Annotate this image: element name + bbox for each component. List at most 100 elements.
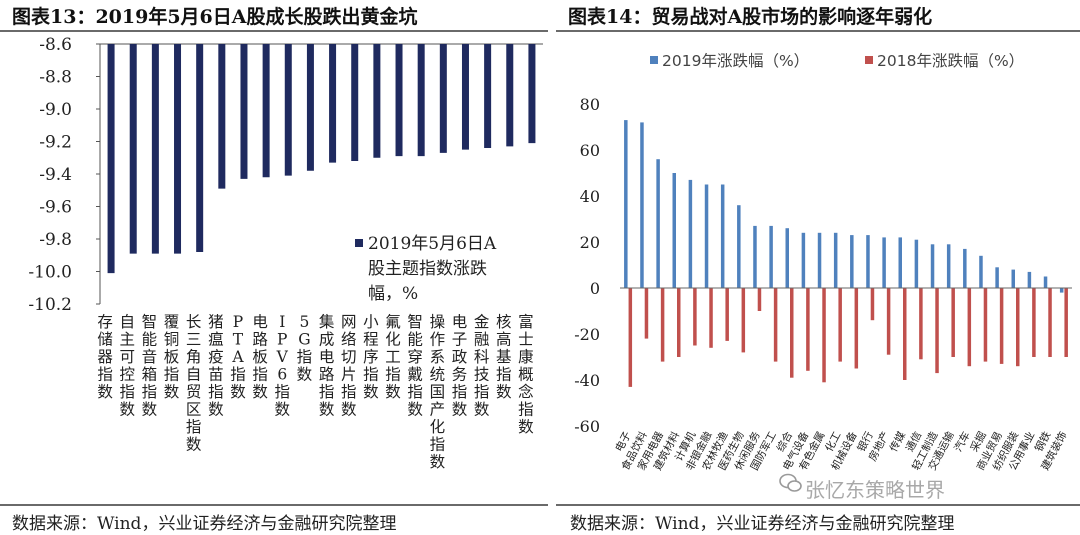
svg-text:铜: 铜 [164, 331, 180, 349]
svg-text:覆: 覆 [164, 313, 180, 331]
right-bar-2019 [1027, 271, 1032, 288]
right-y-tick-label: 40 [580, 187, 600, 206]
svg-text:角: 角 [186, 348, 202, 366]
svg-text:金: 金 [474, 313, 490, 331]
svg-text:自: 自 [119, 313, 135, 331]
right-source-note: 数据来源：Wind，兴业证券经济与金融研究院整理 [570, 514, 955, 534]
right-bar-2019 [914, 239, 919, 288]
svg-text:P: P [277, 331, 287, 349]
left-title-rule [0, 30, 548, 32]
right-bar-2018 [886, 288, 891, 355]
svg-text:化: 化 [385, 331, 401, 349]
left-y-tick-label: -9.6 [39, 198, 72, 218]
left-bar [395, 44, 403, 157]
svg-text:控: 控 [119, 366, 135, 384]
left-bar [151, 44, 159, 254]
wechat-icon [779, 473, 802, 492]
right-bar-2019 [995, 267, 999, 288]
svg-text:士: 士 [518, 331, 534, 349]
svg-text:概: 概 [518, 366, 534, 384]
svg-text:板: 板 [164, 348, 180, 366]
right-bar-2019 [1059, 288, 1064, 293]
svg-text:基: 基 [496, 348, 512, 366]
right-bar-2018 [741, 288, 746, 353]
svg-text:子: 子 [452, 331, 468, 349]
left-bar [461, 44, 469, 150]
svg-text:智: 智 [407, 313, 423, 331]
right-bar-2018 [999, 288, 1004, 364]
svg-text:指: 指 [119, 383, 135, 401]
right-bar-2018 [1064, 288, 1068, 357]
svg-text:操: 操 [430, 313, 446, 331]
svg-text:路: 路 [252, 331, 268, 349]
svg-text:数: 数 [97, 383, 113, 401]
svg-text:能: 能 [142, 331, 158, 349]
left-bar [373, 44, 381, 158]
right-bar-2019 [656, 159, 660, 288]
svg-text:箱: 箱 [142, 366, 158, 384]
svg-text:数: 数 [230, 383, 246, 401]
right-bar-2019 [1043, 276, 1048, 288]
svg-text:疫: 疫 [208, 348, 224, 366]
svg-text:数: 数 [186, 436, 202, 454]
svg-text:区: 区 [186, 401, 202, 419]
svg-text:指: 指 [275, 383, 291, 401]
svg-text:戴: 戴 [407, 366, 423, 384]
left-bar [284, 44, 292, 176]
svg-text:数: 数 [407, 401, 423, 419]
svg-text:氟: 氟 [385, 313, 401, 331]
left-bar [329, 44, 337, 163]
right-y-tick-label: 20 [580, 233, 600, 252]
svg-text:指: 指 [230, 366, 246, 384]
left-bar [262, 44, 270, 178]
svg-text:A: A [231, 348, 244, 366]
right-bar-2018 [677, 288, 681, 357]
svg-text:科: 科 [474, 348, 490, 366]
svg-text:V: V [276, 348, 289, 366]
right-bar-2018 [919, 288, 923, 360]
svg-text:作: 作 [430, 331, 446, 349]
right-bar-2018 [1032, 288, 1036, 357]
right-bar-2019 [850, 235, 854, 288]
left-bar [417, 44, 425, 157]
right-legend-swatch-2019 [650, 56, 658, 64]
svg-text:指: 指 [164, 366, 180, 384]
watermark: 张忆东策略世界 [805, 478, 945, 502]
left-legend-text: 股主题指数涨跌 [368, 259, 487, 279]
svg-text:数: 数 [208, 401, 224, 419]
svg-text:穿: 穿 [407, 348, 423, 366]
right-bar-2019 [866, 235, 870, 288]
svg-text:I: I [279, 313, 285, 331]
svg-text:产: 产 [430, 401, 446, 419]
svg-text:存: 存 [97, 313, 113, 331]
svg-text:数: 数 [474, 401, 490, 419]
svg-text:念: 念 [518, 382, 534, 401]
svg-text:数: 数 [297, 366, 313, 384]
right-bar-2018 [790, 288, 794, 378]
right-bar-2019 [785, 228, 789, 288]
svg-text:指: 指 [407, 383, 423, 401]
left-bar [218, 44, 226, 189]
left-y-tick-label: -9.2 [39, 133, 72, 153]
svg-text:长: 长 [186, 313, 202, 331]
right-y-tick-label: -60 [574, 417, 600, 436]
right-bar-2019 [737, 205, 741, 288]
svg-text:数: 数 [319, 401, 335, 419]
svg-text:苗: 苗 [208, 366, 224, 384]
svg-text:指: 指 [363, 366, 379, 384]
right-category-label: 汽车 [951, 429, 972, 454]
left-chart-title: 图表13：2019年5月6日A股成长股跌出黄金坑 [12, 6, 418, 28]
right-bar-2018 [806, 288, 810, 371]
svg-text:数: 数 [252, 383, 268, 401]
svg-text:核: 核 [496, 313, 512, 331]
right-bar-2018 [628, 288, 633, 387]
svg-text:化: 化 [430, 418, 446, 436]
right-y-tick-label: 60 [580, 141, 600, 160]
